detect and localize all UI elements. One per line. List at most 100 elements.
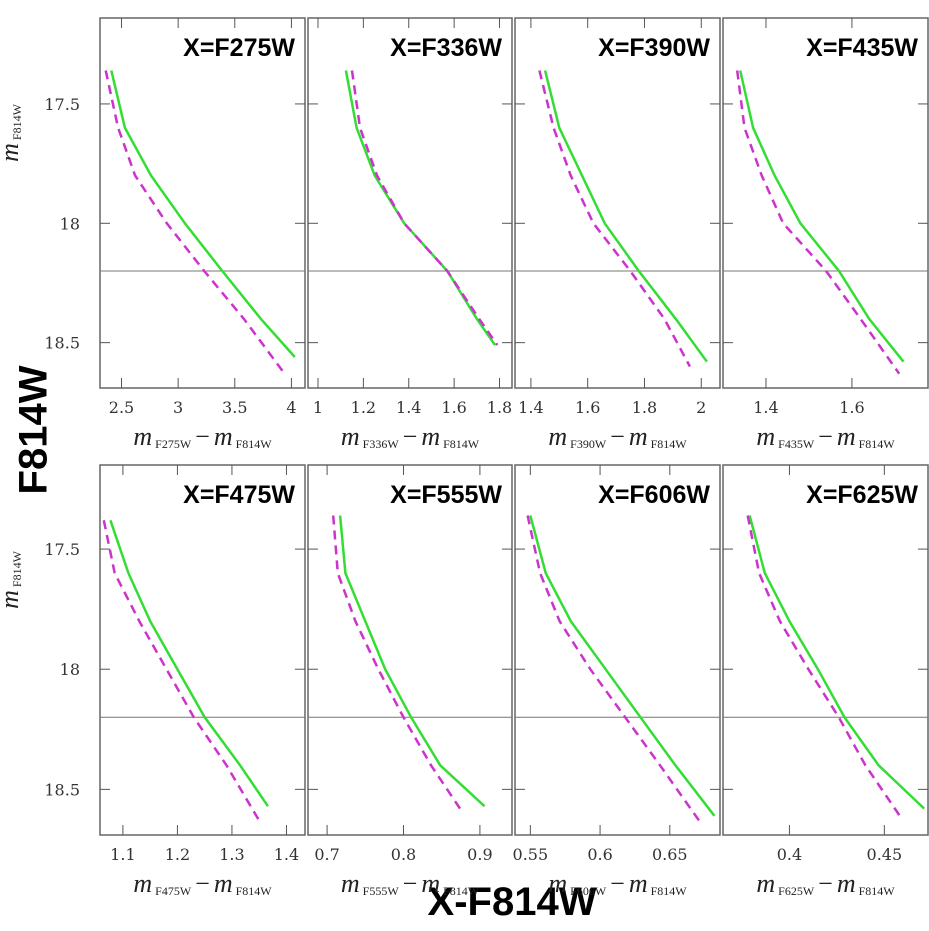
y-tick-label: 18.5 [44, 780, 80, 799]
x-tick-label: 1.8 [487, 398, 512, 417]
label-symbol: m [214, 869, 233, 898]
panel-frame [99, 17, 306, 389]
panel-title: X=F625W [806, 481, 918, 509]
axis-label: m F606W − m F814W [548, 869, 687, 898]
x-tick-label: 1.6 [839, 398, 864, 417]
label-subscript: F814W [236, 884, 273, 898]
label-subscript: F606W [570, 884, 607, 898]
label-operator: − [403, 869, 418, 898]
curve [526, 515, 701, 822]
y-tick-label: 18.5 [44, 334, 80, 353]
x-tick-label: 4 [286, 398, 296, 417]
panel-title: X=F555W [390, 481, 502, 509]
y-tick-label: 18 [60, 214, 80, 233]
label-symbol: m [837, 869, 856, 898]
label-operator: − [818, 422, 833, 451]
x-tick-label: 3.5 [222, 398, 247, 417]
label-operator: − [818, 869, 833, 898]
label-operator: − [610, 422, 625, 451]
axis-label: m F814W [0, 103, 24, 161]
label-subscript: F336W [363, 437, 400, 451]
curve [543, 70, 708, 363]
label-operator: − [403, 422, 418, 451]
label-symbol: m [214, 422, 233, 451]
axis-label: m F475W − m F814W [133, 869, 272, 898]
curve [350, 70, 499, 346]
x-tick-label: 1.3 [219, 845, 244, 864]
label-symbol: m [0, 143, 24, 162]
y-tick-label: 18 [60, 660, 80, 679]
panel-title: X=F606W [598, 481, 710, 509]
panel-frame [307, 464, 513, 836]
curve [538, 70, 692, 368]
panel-frame [514, 464, 721, 836]
curve [738, 70, 905, 363]
x-tick-label: 1.2 [351, 398, 376, 417]
panel-frame [307, 17, 513, 389]
x-tick-label: 1 [313, 398, 323, 417]
panel-frame [722, 464, 929, 836]
label-operator: − [195, 869, 210, 898]
x-tick-label: 0.45 [867, 845, 903, 864]
x-tick-label: 1.8 [632, 398, 657, 417]
figure-xlabel: X-F814W [428, 880, 597, 924]
x-tick-label: 1.6 [441, 398, 466, 417]
label-symbol: m [629, 869, 648, 898]
label-subscript: F814W [443, 437, 480, 451]
curve [338, 515, 486, 808]
x-tick-label: 0.55 [513, 845, 549, 864]
label-symbol: m [421, 869, 440, 898]
label-symbol: m [629, 422, 648, 451]
label-subscript: F814W [651, 884, 688, 898]
x-tick-label: 3 [173, 398, 183, 417]
x-tick-label: 1.4 [396, 398, 421, 417]
curve [344, 70, 497, 346]
axis-label: m F625W − m F814W [756, 869, 895, 898]
label-subscript: F435W [778, 437, 815, 451]
label-subscript: F814W [236, 437, 273, 451]
label-subscript: F814W [859, 884, 896, 898]
panel-title: X=F475W [183, 481, 295, 509]
label-symbol: m [421, 422, 440, 451]
x-tick-label: 0.7 [314, 845, 339, 864]
curve [748, 515, 926, 810]
y-tick-label: 17.5 [44, 95, 80, 114]
axis-label: m F390W − m F814W [548, 422, 687, 451]
x-tick-label: 0.9 [467, 845, 492, 864]
label-symbol: m [756, 422, 775, 451]
label-symbol: m [0, 590, 24, 609]
x-tick-label: 1.4 [753, 398, 778, 417]
curve [735, 70, 901, 375]
label-symbol: m [341, 422, 360, 451]
panel-title: X=F336W [390, 34, 502, 62]
axis-label: m F435W − m F814W [756, 422, 895, 451]
label-symbol: m [133, 422, 152, 451]
x-tick-label: 2.5 [109, 398, 134, 417]
panel-title: X=F435W [806, 34, 918, 62]
label-subscript: F814W [651, 437, 688, 451]
label-subscript: F390W [570, 437, 607, 451]
figure-ylabel: F814W [12, 365, 56, 494]
axis-label: m F275W − m F814W [133, 422, 272, 451]
x-tick-label: 0.8 [391, 845, 416, 864]
x-tick-label: 0.65 [652, 845, 688, 864]
label-subscript: F814W [10, 103, 24, 140]
label-subscript: F625W [778, 884, 815, 898]
y-tick-label: 17.5 [44, 540, 80, 559]
label-operator: − [610, 869, 625, 898]
panel-title: X=F275W [183, 34, 295, 62]
label-subscript: F275W [155, 437, 192, 451]
panel-frame [514, 17, 721, 389]
curve [109, 519, 269, 807]
x-tick-label: 1.1 [110, 845, 135, 864]
label-subscript: F814W [443, 884, 480, 898]
curve [746, 515, 903, 819]
x-tick-label: 1.2 [165, 845, 190, 864]
x-tick-label: 2 [696, 398, 706, 417]
panel-frame [99, 464, 306, 836]
x-tick-label: 1.6 [575, 398, 600, 417]
label-symbol: m [548, 422, 567, 451]
x-tick-label: 1.4 [274, 845, 299, 864]
